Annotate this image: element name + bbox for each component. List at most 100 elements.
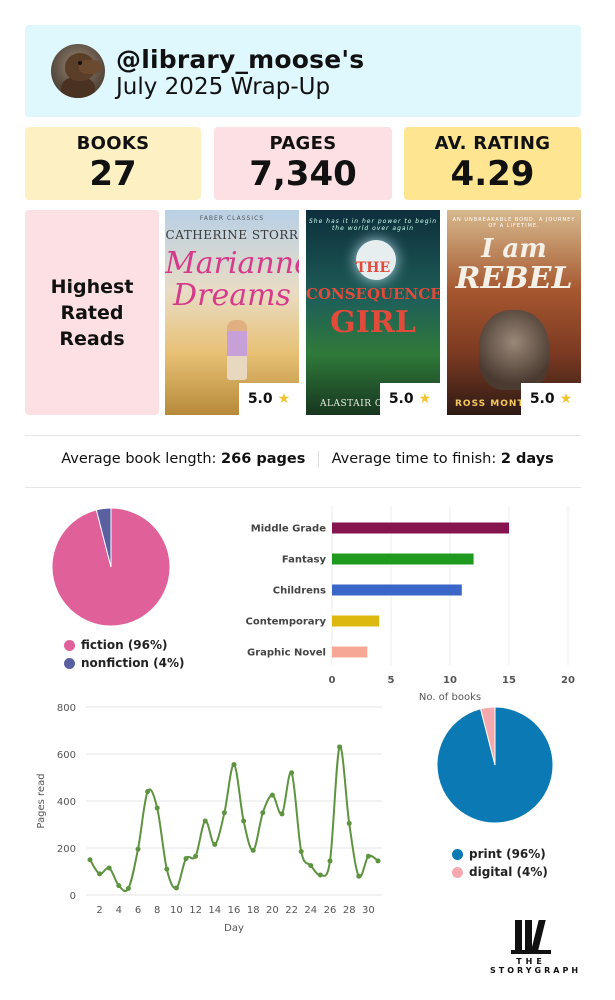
- logo-text-storygraph: STORYGRAPH: [490, 966, 582, 975]
- fiction-pie-chart: [52, 508, 170, 626]
- x-tick-label: 20: [561, 675, 575, 686]
- data-point: [183, 856, 189, 862]
- legend-label: fiction (96%): [81, 638, 168, 652]
- legend-label: nonfiction (4%): [81, 656, 185, 670]
- book-rating-value: 5.0: [247, 391, 273, 407]
- y-tick-label: 200: [57, 844, 76, 855]
- category-label: Fantasy: [282, 555, 327, 566]
- avg-length-value: 266 pages: [221, 451, 306, 467]
- x-tick-label: 20: [266, 905, 279, 916]
- stat-books: BOOKS 27: [25, 127, 201, 200]
- divider: [25, 435, 581, 436]
- data-point: [154, 805, 160, 811]
- y-axis-label: Pages read: [36, 773, 47, 828]
- x-tick-label: 10: [443, 675, 457, 686]
- storygraph-logo[interactable]: THE STORYGRAPH: [490, 918, 582, 975]
- bar: [332, 584, 462, 596]
- x-axis-label: Day: [224, 923, 244, 934]
- cover-figure: [227, 320, 247, 380]
- data-point: [279, 811, 285, 817]
- y-tick-label: 0: [70, 891, 76, 902]
- x-tick-label: 2: [96, 905, 102, 916]
- category-label: Graphic Novel: [247, 648, 326, 659]
- legend-item-nonfiction[interactable]: nonfiction (4%): [64, 654, 185, 672]
- x-tick-label: 0: [329, 675, 336, 686]
- series-line: [89, 745, 379, 893]
- data-point: [97, 871, 103, 877]
- book-series: FABER CLASSICS: [199, 215, 265, 222]
- book-rating-badge: 5.0 ★: [239, 383, 299, 415]
- avg-length-label: Average book length:: [61, 451, 217, 467]
- book-title: THE CONSEQUENCE GIRL: [306, 260, 440, 340]
- avg-time-label: Average time to finish:: [331, 451, 497, 467]
- stat-rating-value: 4.29: [450, 154, 535, 194]
- data-point: [375, 858, 381, 864]
- stat-books-value: 27: [89, 154, 137, 194]
- x-tick-label: 30: [362, 905, 375, 916]
- averages-separator: [317, 451, 319, 467]
- book-title: Marianne Dreams: [165, 246, 299, 313]
- data-point: [193, 853, 199, 859]
- y-tick-label: 600: [57, 750, 76, 761]
- legend-dot: [64, 639, 75, 651]
- legend-dot: [452, 848, 463, 860]
- data-point: [365, 853, 371, 859]
- x-tick-label: 22: [285, 905, 298, 916]
- x-tick-label: 10: [170, 905, 183, 916]
- data-point: [260, 810, 266, 816]
- data-point: [87, 857, 93, 863]
- stat-rating: AV. RATING 4.29: [404, 127, 581, 200]
- data-point: [346, 820, 352, 826]
- legend-dot: [64, 657, 75, 669]
- data-point: [135, 846, 141, 852]
- book-rating-badge: 5.0 ★: [380, 383, 440, 415]
- book-tagline: She has it in her power to begin the wor…: [308, 218, 438, 232]
- bar: [332, 615, 380, 627]
- legend-label: print (96%): [469, 847, 546, 861]
- star-icon: ★: [418, 391, 432, 407]
- stat-pages-value: 7,340: [249, 154, 357, 194]
- legend-item-digital[interactable]: digital (4%): [452, 863, 548, 881]
- y-tick-label: 800: [57, 703, 76, 714]
- x-tick-label: 5: [388, 675, 395, 686]
- data-point: [231, 762, 237, 768]
- data-point: [308, 863, 314, 869]
- wrap-up-subtitle: July 2025 Wrap-Up: [116, 74, 331, 100]
- legend-item-fiction[interactable]: fiction (96%): [64, 636, 185, 654]
- book-cover-consequence-girl[interactable]: She has it in her power to begin the wor…: [306, 210, 440, 415]
- x-tick-label: 14: [208, 905, 221, 916]
- data-point: [317, 872, 323, 878]
- x-tick-label: 8: [154, 905, 160, 916]
- data-point: [289, 770, 295, 776]
- data-point: [298, 849, 304, 855]
- legend-item-print[interactable]: print (96%): [452, 845, 548, 863]
- pie-slice-2: [95, 508, 112, 568]
- book-cover-i-am-rebel[interactable]: AN UNBREAKABLE BOND. A JOURNEY OF A LIFE…: [447, 210, 581, 415]
- data-point: [269, 792, 275, 798]
- x-tick-label: 6: [135, 905, 141, 916]
- highest-rated-label-box: Highest Rated Reads: [25, 210, 159, 415]
- format-pie-legend: print (96%) digital (4%): [452, 845, 548, 881]
- x-tick-label: 12: [189, 905, 202, 916]
- data-point: [212, 841, 218, 847]
- book-cover-marianne-dreams[interactable]: FABER CLASSICS CATHERINE STORR Marianne …: [165, 210, 299, 415]
- data-point: [202, 818, 208, 824]
- highest-rated-label: Highest Rated Reads: [50, 275, 134, 350]
- cover-moon: [356, 240, 396, 280]
- avatar[interactable]: [51, 44, 105, 98]
- x-tick-label: 28: [343, 905, 356, 916]
- data-point: [106, 865, 112, 871]
- storygraph-logo-mark: [511, 918, 551, 954]
- logo-text-the: THE: [516, 957, 546, 966]
- data-point: [173, 885, 179, 891]
- category-label: Contemporary: [246, 617, 327, 628]
- username-heading: @library_moose's: [116, 45, 365, 74]
- x-axis-label: No. of books: [419, 692, 481, 700]
- data-point: [221, 810, 227, 816]
- book-tagline: AN UNBREAKABLE BOND. A JOURNEY OF A LIFE…: [452, 217, 576, 229]
- star-icon: ★: [277, 391, 291, 407]
- bar: [332, 646, 368, 658]
- book-author: CATHERINE STORR: [165, 228, 299, 242]
- y-tick-label: 400: [57, 797, 76, 808]
